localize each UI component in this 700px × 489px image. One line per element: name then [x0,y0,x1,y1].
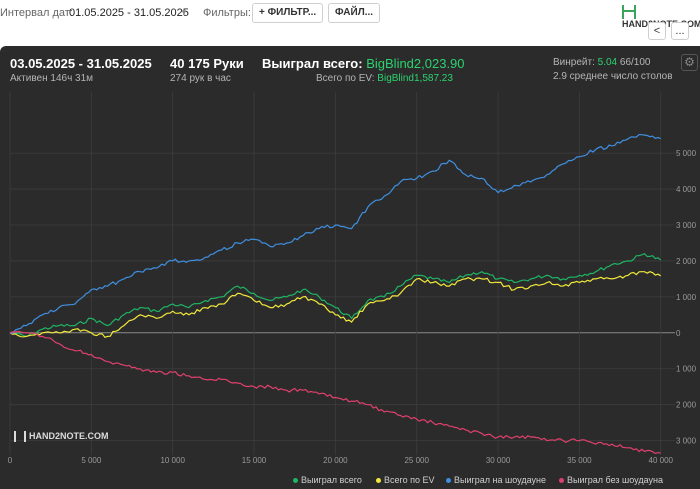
ev-value: BigBlind1,587.23 [377,73,453,84]
gear-icon[interactable]: ⚙ [681,54,698,71]
winrate-label: Винрейт: [553,57,595,68]
legend-label: Выиграл на шоудауне [454,475,546,485]
date-interval-label: Интервал дат: [0,7,73,19]
legend-label: Выиграл всего [301,475,362,485]
winrate-value: 5.04 [597,57,618,68]
y-tick-label: 2 000 [676,257,697,266]
x-tick-label: 15 000 [242,456,267,465]
x-tick-label: 25 000 [404,456,429,465]
ev-total: Всего по EV: BigBlind1,587.23 [316,73,453,84]
active-time: Активен 146ч 31м [10,73,94,84]
toolbar: Интервал дат: 01.05.2025 - 31.05.2025 ▼ … [0,0,700,44]
add-filter-button[interactable]: + ФИЛЬТР... [252,3,324,23]
y-tick-label: 4 000 [676,185,697,194]
period-range: 03.05.2025 - 31.05.2025 [10,56,152,71]
legend-dot-icon [376,478,381,484]
x-tick-label: 20 000 [323,456,348,465]
series-line-3 [9,330,661,455]
hands-count: 40 175 Руки [170,56,244,71]
watermark-text: HAND2NOTE.COM [29,431,109,441]
won-total: Выиграл всего: BigBlind2,023.90 [262,56,465,71]
y-tick-label: 5 000 [676,149,697,158]
winrate-sample: 66/100 [619,57,651,68]
chart-ticks: 3 000 2 000 1 000 0 1 000 2 000 3 000 4 000 5 00… [8,149,697,465]
legend-item-won-total[interactable]: Выиграл всего [293,475,362,485]
x-tick-label: 0 [8,456,13,465]
legend-dot-icon [559,478,564,484]
x-tick-label: 10 000 [160,456,185,465]
chart-grid [9,92,675,455]
graph-panel: 03.05.2025 - 31.05.2025 Активен 146ч 31м… [0,46,700,489]
series-line-1 [9,271,662,339]
hand2note-watermark-icon [14,431,26,443]
x-tick-label: 40 000 [649,456,674,465]
x-tick-label: 35 000 [567,456,592,465]
y-tick-label: 3 000 [676,437,697,446]
legend-dot-icon [293,478,298,484]
winrate: Винрейт: 5.04 66/100 [553,57,650,68]
chevron-down-icon[interactable]: ▼ [180,8,188,17]
y-tick-label: 3 000 [676,221,697,230]
y-tick-label: 0 [676,329,681,338]
won-total-label: Выиграл всего: [262,56,363,71]
legend-label: Выиграл без шоудауна [567,475,663,485]
x-tick-label: 5 000 [81,456,102,465]
series-line-0 [9,252,662,338]
avg-tables: 2.9 среднее число столов [553,71,673,82]
legend-dot-icon [446,478,451,484]
legend-label: Всего по EV [384,475,435,485]
y-tick-label: 1 000 [676,365,697,374]
x-tick-label: 30 000 [486,456,511,465]
back-button[interactable]: < [648,22,666,40]
legend-item-showdown[interactable]: Выиграл на шоудауне [446,475,546,485]
more-button[interactable]: ... [671,22,689,40]
series-line-2 [9,133,661,334]
y-tick-label: 2 000 [676,401,697,410]
ev-label: Всего по EV: [316,73,375,84]
legend-item-ev[interactable]: Всего по EV [376,475,434,485]
chart-watermark: HAND2NOTE.COM [14,431,109,443]
date-interval-select[interactable]: 01.05.2025 - 31.05.2025 [69,7,189,19]
won-total-value: BigBlind2,023.90 [366,56,465,71]
hands-per-hour: 274 рук в час [170,73,231,84]
hand2note-logo-icon [622,5,636,19]
legend-item-non-showdown[interactable]: Выиграл без шоудауна [559,475,663,485]
filters-label: Фильтры: [203,7,251,19]
chart-lines [9,133,662,455]
y-tick-label: 1 000 [676,293,697,302]
file-button[interactable]: ФАЙЛ... [328,3,381,23]
